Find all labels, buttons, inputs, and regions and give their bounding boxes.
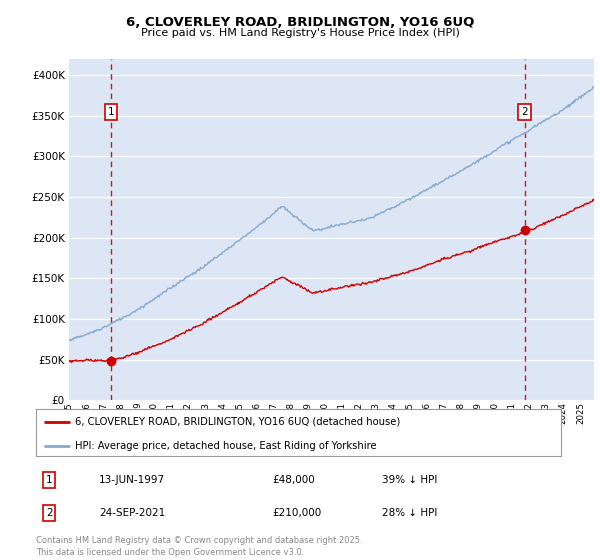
Text: 28% ↓ HPI: 28% ↓ HPI <box>383 508 438 518</box>
Text: Price paid vs. HM Land Registry's House Price Index (HPI): Price paid vs. HM Land Registry's House … <box>140 28 460 38</box>
Text: 13-JUN-1997: 13-JUN-1997 <box>99 475 165 484</box>
Text: 6, CLOVERLEY ROAD, BRIDLINGTON, YO16 6UQ (detached house): 6, CLOVERLEY ROAD, BRIDLINGTON, YO16 6UQ… <box>76 417 401 427</box>
Text: 1: 1 <box>107 107 114 116</box>
Text: £48,000: £48,000 <box>272 475 315 484</box>
Text: HPI: Average price, detached house, East Riding of Yorkshire: HPI: Average price, detached house, East… <box>76 441 377 451</box>
Text: £210,000: £210,000 <box>272 508 322 518</box>
Text: Contains HM Land Registry data © Crown copyright and database right 2025.
This d: Contains HM Land Registry data © Crown c… <box>36 536 362 557</box>
Text: 1: 1 <box>46 475 52 484</box>
Text: 6, CLOVERLEY ROAD, BRIDLINGTON, YO16 6UQ: 6, CLOVERLEY ROAD, BRIDLINGTON, YO16 6UQ <box>126 16 474 29</box>
Text: 2: 2 <box>521 107 528 116</box>
Text: 24-SEP-2021: 24-SEP-2021 <box>99 508 165 518</box>
Text: 39% ↓ HPI: 39% ↓ HPI <box>383 475 438 484</box>
Text: 2: 2 <box>46 508 52 518</box>
